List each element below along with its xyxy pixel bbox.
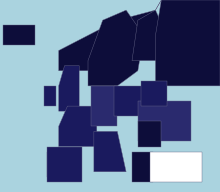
Polygon shape — [59, 0, 161, 71]
Polygon shape — [47, 151, 53, 177]
Polygon shape — [3, 25, 35, 46]
Polygon shape — [88, 10, 144, 86]
Polygon shape — [150, 151, 202, 182]
Polygon shape — [156, 0, 220, 86]
Polygon shape — [59, 106, 97, 146]
Polygon shape — [114, 86, 144, 116]
Polygon shape — [94, 131, 126, 172]
Polygon shape — [132, 10, 167, 61]
Polygon shape — [138, 121, 161, 146]
Polygon shape — [132, 151, 152, 182]
Polygon shape — [91, 86, 117, 126]
Polygon shape — [47, 146, 82, 182]
Polygon shape — [44, 86, 56, 106]
Polygon shape — [59, 66, 79, 111]
Polygon shape — [141, 81, 167, 106]
Polygon shape — [138, 101, 191, 142]
